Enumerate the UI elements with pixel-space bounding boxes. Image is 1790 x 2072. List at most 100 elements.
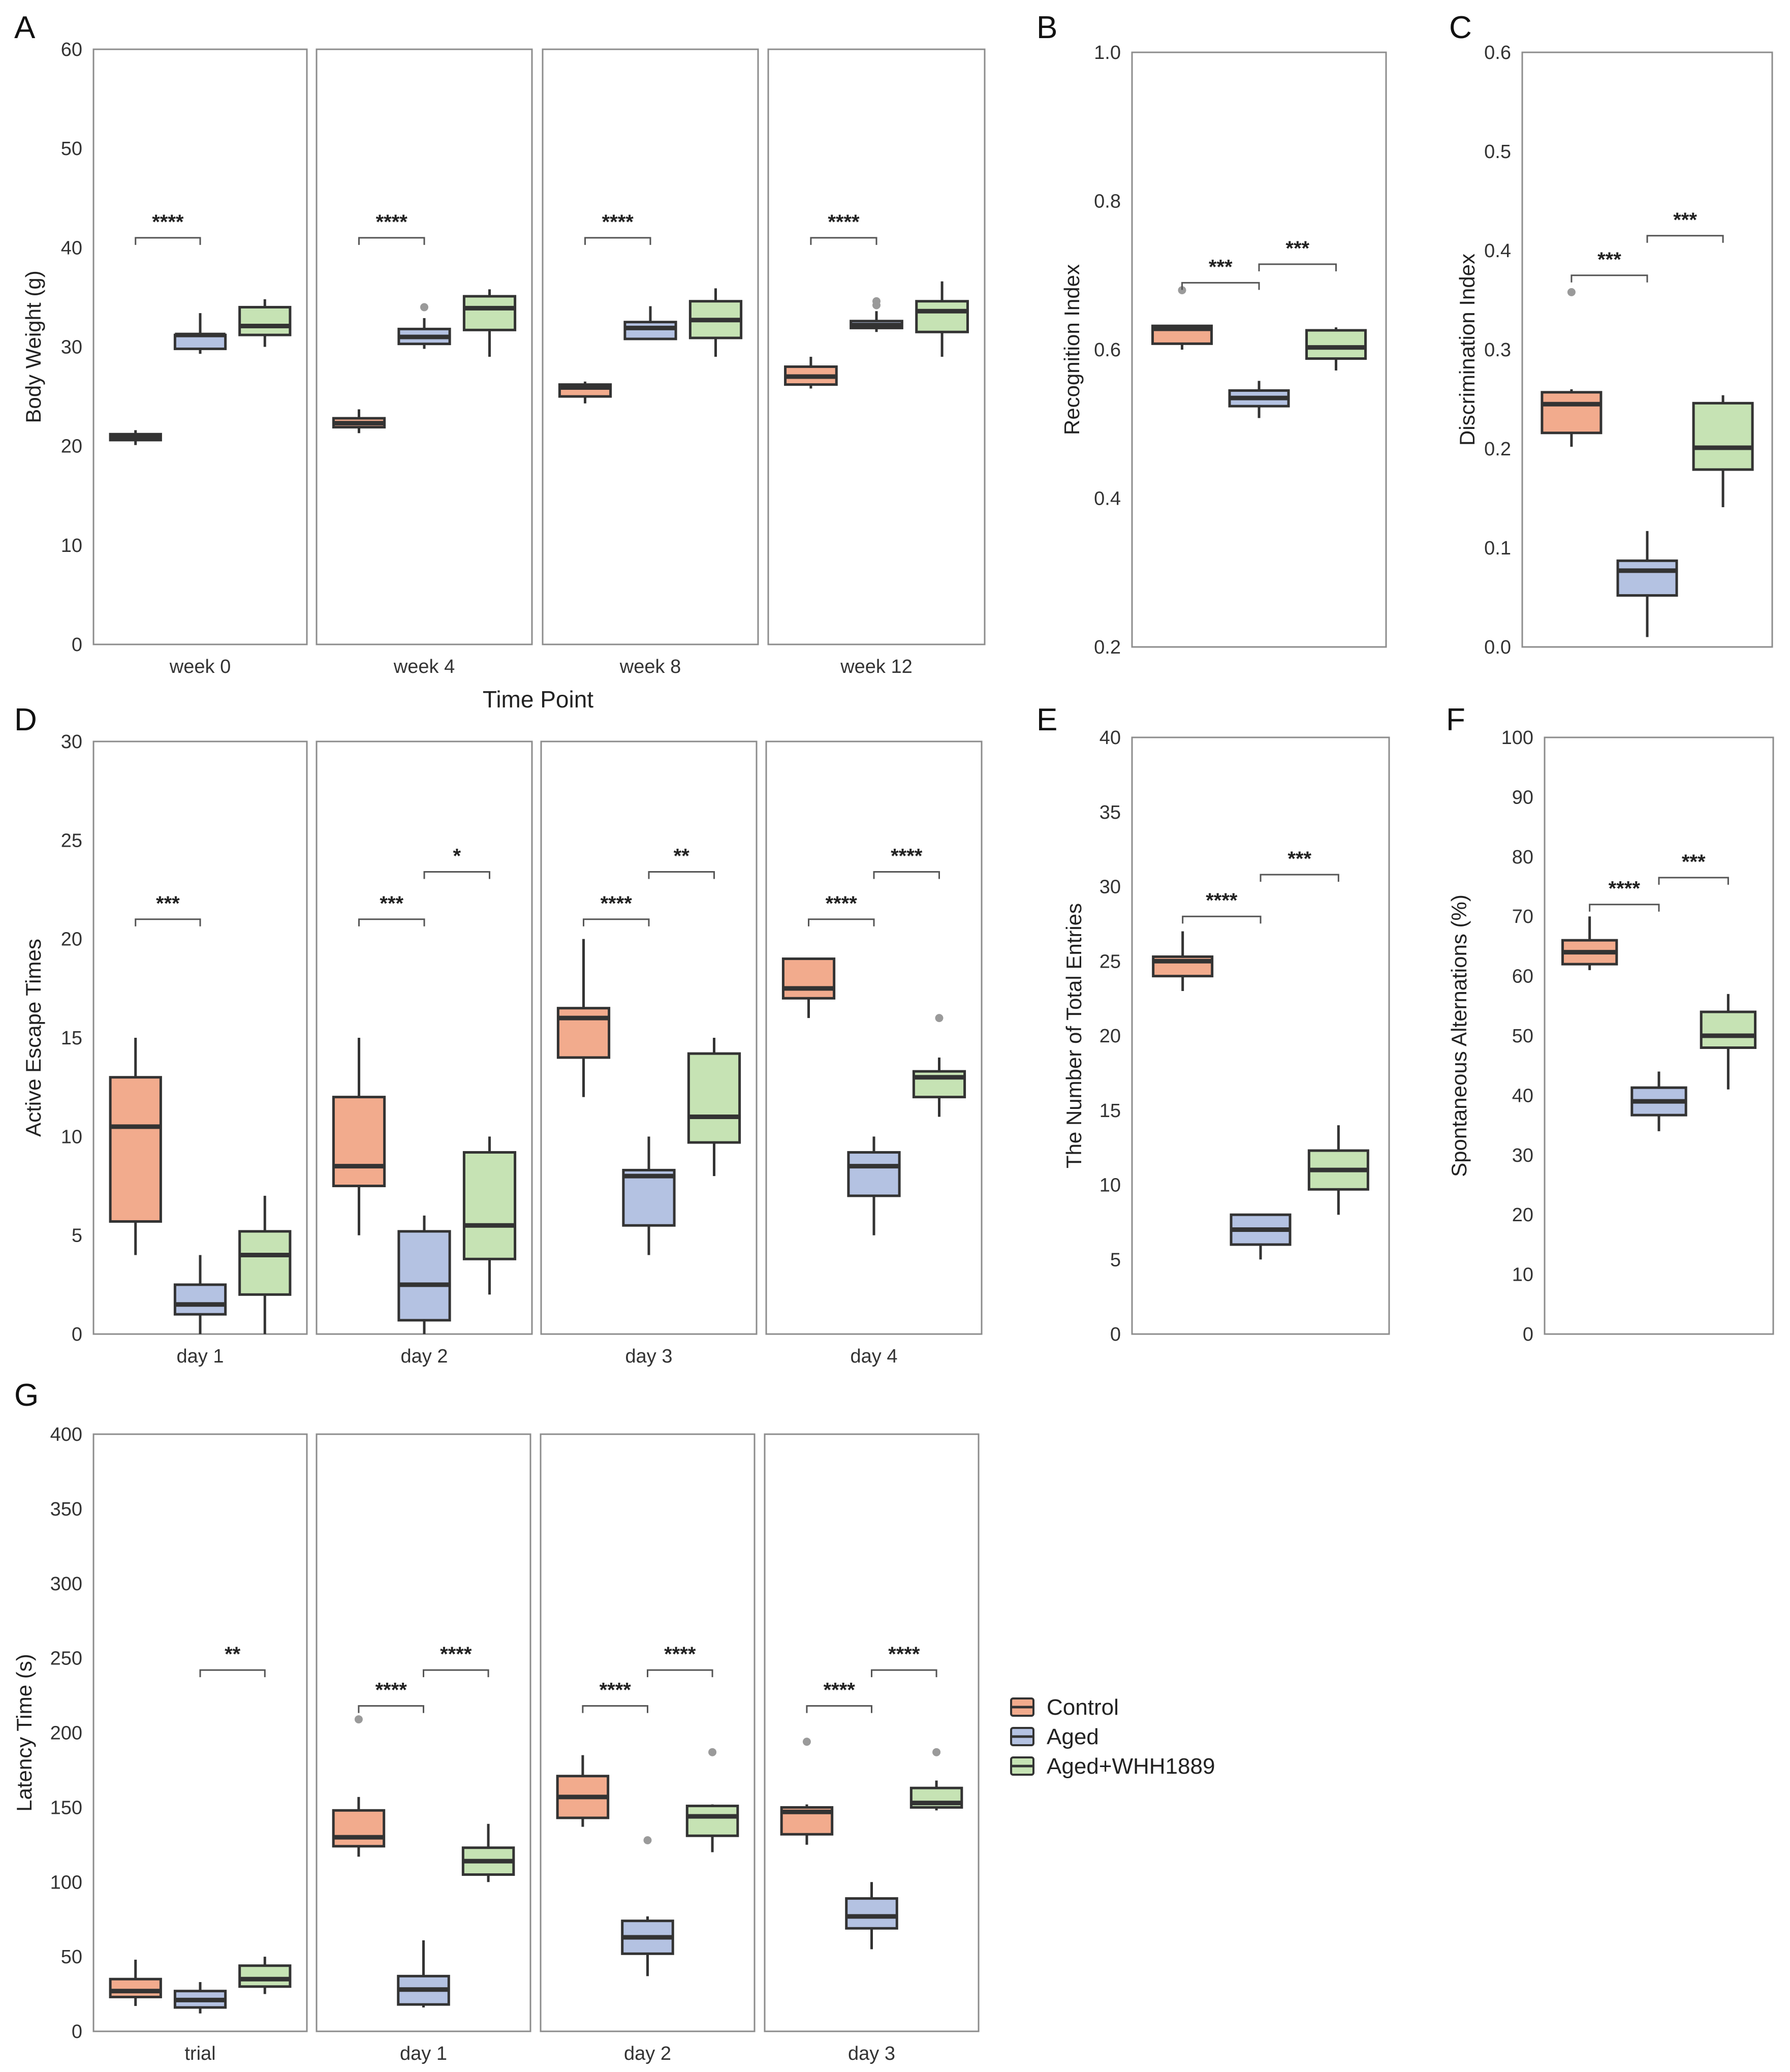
outlier-point <box>932 1748 941 1756</box>
significance-bracket: **** <box>358 1679 424 1713</box>
bracket-line <box>648 871 715 879</box>
y-tick-label: 20 <box>61 929 82 950</box>
y-tick-label: 15 <box>1100 1100 1121 1122</box>
significance-label: **** <box>828 211 860 233</box>
significance-bracket: **** <box>583 892 650 926</box>
y-tick-label: 150 <box>50 1797 82 1818</box>
significance-bracket: **** <box>1589 878 1660 912</box>
facet: *** *** <box>1521 51 1773 648</box>
box-body <box>173 1283 227 1316</box>
bracket-line <box>1571 274 1648 283</box>
box-body <box>1616 559 1678 597</box>
y-tick-label: 0 <box>72 634 82 656</box>
bracket-line <box>810 237 877 245</box>
box-control <box>780 1738 834 1845</box>
significance-bracket: **** <box>582 1679 648 1713</box>
box-control <box>332 1038 386 1235</box>
y-tick-label: 20 <box>1512 1204 1533 1226</box>
y-tick-label: 30 <box>61 731 82 753</box>
bracket-line <box>808 918 875 926</box>
significance-label: **** <box>888 1643 920 1665</box>
x-tick-label: day 4 <box>851 1346 898 1367</box>
y-tick-label: 30 <box>61 337 82 358</box>
y-tick-label: 90 <box>1512 787 1533 808</box>
bracket-line <box>806 1705 872 1713</box>
box-aged <box>847 1136 901 1235</box>
y-axis-label: Body Weight (g) <box>21 270 45 423</box>
y-tick-label: 10 <box>61 1126 82 1148</box>
facet-frame <box>316 1433 531 2032</box>
y-tick-label: 10 <box>61 535 82 556</box>
box-body <box>915 300 969 333</box>
box-body <box>1541 391 1603 435</box>
y-tick-label: 35 <box>1100 802 1121 823</box>
y-tick-label: 50 <box>61 138 82 160</box>
bracket-line <box>647 1669 713 1678</box>
bracket-line <box>1181 282 1260 290</box>
y-tick-label: 5 <box>72 1225 82 1247</box>
box-aged-whh1889 <box>688 288 743 357</box>
legend: Control Aged Aged+WHH1889 <box>1010 1695 1215 1779</box>
x-tick-label: day 3 <box>625 1346 673 1367</box>
y-tick-label: 20 <box>61 436 82 457</box>
y-tick-label: 30 <box>1100 877 1121 898</box>
significance-label: **** <box>376 211 408 233</box>
box-body <box>462 295 517 331</box>
panel-letter: F <box>1446 702 1465 737</box>
facet: day 3****** <box>540 740 758 1367</box>
box-control <box>784 357 838 389</box>
box-control <box>109 430 162 445</box>
bracket-line <box>1182 915 1262 924</box>
box-aged-whh1889 <box>912 1014 966 1117</box>
facet: week 4 **** <box>316 48 533 677</box>
panel-f: F 0 10 20 30 40 50 60 70 80 90 100 Spontaneous Alter… <box>1446 702 1774 1345</box>
box-aged <box>173 313 227 354</box>
y-tick-label: 25 <box>1100 951 1121 972</box>
y-axis-label: Active Escape Times <box>21 939 45 1137</box>
facet: trial ** <box>92 1433 308 2064</box>
bracket-line <box>423 871 490 879</box>
significance-bracket: **** <box>358 211 425 245</box>
box-body <box>1700 1010 1757 1049</box>
box-body <box>238 305 292 336</box>
bracket-line <box>873 871 940 879</box>
facet: week 12 **** <box>767 48 986 677</box>
facet-frame <box>767 48 986 645</box>
bracket-line <box>358 1705 424 1713</box>
significance-bracket: *** <box>1181 256 1260 290</box>
box-control <box>332 409 386 434</box>
legend-item: Control <box>1010 1695 1119 1720</box>
box-aged-whh1889 <box>687 1038 741 1177</box>
significance-bracket: *** <box>1658 851 1729 885</box>
box-body <box>397 1230 451 1322</box>
box-body <box>687 1052 741 1144</box>
y-tick-label: 0.2 <box>1484 439 1511 460</box>
box-aged-whh1889 <box>462 289 517 357</box>
significance-bracket: **** <box>806 1679 872 1713</box>
facet: day 4 **** **** <box>765 740 983 1367</box>
box-aged-whh1889 <box>462 1136 517 1295</box>
y-tick-label: 0 <box>1523 1324 1533 1345</box>
significance-label: ** <box>674 845 690 868</box>
legend-label: Aged <box>1047 1724 1099 1749</box>
y-tick-label: 0.4 <box>1094 488 1121 510</box>
y-tick-label: 15 <box>61 1028 82 1049</box>
bracket-line <box>358 918 425 926</box>
significance-label: **** <box>1609 878 1641 900</box>
outlier-point <box>420 303 428 312</box>
box-aged <box>1630 1071 1687 1131</box>
significance-label: *** <box>1287 848 1311 870</box>
y-tick-label: 40 <box>1512 1085 1533 1106</box>
legend-item: Aged+WHH1889 <box>1010 1754 1215 1779</box>
bracket-line <box>1260 874 1339 882</box>
box-aged <box>397 1215 451 1334</box>
significance-label: *** <box>1682 851 1706 873</box>
significance-label: **** <box>1206 889 1238 912</box>
significance-bracket: *** <box>1646 209 1724 243</box>
facet-frame <box>1544 736 1774 1335</box>
box-aged <box>1228 381 1290 418</box>
box-aged-whh1889 <box>909 1748 963 1811</box>
significance-label: *** <box>380 892 403 915</box>
bracket-line <box>135 918 201 926</box>
